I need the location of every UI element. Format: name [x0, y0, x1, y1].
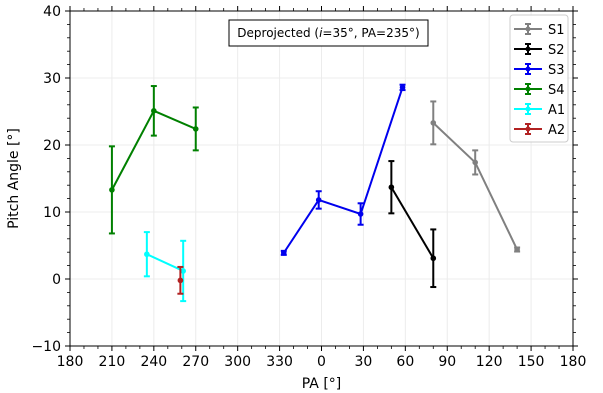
- series-a2: [177, 265, 184, 295]
- data-point-a1: [180, 268, 186, 274]
- legend-label-s1: S1: [548, 23, 565, 38]
- y-tick-label: 30: [43, 71, 61, 87]
- y-tick-label: 20: [43, 138, 61, 154]
- x-tick-label: 150: [518, 354, 545, 370]
- x-tick-label: 210: [99, 354, 126, 370]
- annotation-box: [228, 19, 429, 47]
- series-line-s2: [390, 186, 435, 259]
- grid: [70, 11, 573, 346]
- series-s3: [280, 83, 406, 256]
- x-axis-label: PA [°]: [302, 376, 342, 392]
- legend-marker-s3: [525, 66, 531, 72]
- annotation-text: Deprojected (i=35°, PA=235°): [237, 26, 419, 40]
- legend-item-s2: S2: [514, 43, 565, 58]
- legend-frame: [509, 14, 569, 143]
- x-tick-label: 180: [57, 354, 84, 370]
- x-tick-label: 60: [396, 354, 414, 370]
- legend-marker-a1: [525, 106, 531, 112]
- legend-label-s4: S4: [548, 83, 565, 98]
- legend-label-a2: A2: [548, 123, 565, 138]
- data-point-s3: [315, 197, 322, 203]
- deprojection-annotation: Deprojected (i=35°, PA=235°): [228, 19, 429, 47]
- x-tick-label: 0: [317, 354, 326, 370]
- x-tick-label: 120: [476, 354, 503, 370]
- legend-label-s3: S3: [548, 63, 565, 78]
- series-layer: [108, 83, 521, 303]
- x-tick-label: 180: [560, 354, 587, 370]
- data-point-s1: [430, 120, 437, 126]
- data-point-s2: [430, 255, 437, 262]
- x-tick-label: 30: [355, 354, 373, 370]
- data-point-s3: [280, 250, 287, 256]
- y-axis-label: Pitch Angle [°]: [6, 128, 22, 229]
- x-tick-label: 270: [182, 354, 209, 370]
- series-s1: [430, 100, 521, 253]
- x-tick-label: 300: [224, 354, 251, 370]
- data-point-s4: [109, 187, 115, 193]
- legend-marker-s2: [525, 46, 531, 52]
- y-tick-label: −10: [31, 339, 61, 355]
- x-tick-label: 90: [438, 354, 456, 370]
- series-s4: [108, 85, 199, 235]
- legend-label-s2: S2: [548, 43, 565, 58]
- legend-label-a1: A1: [548, 103, 565, 118]
- legend-item-a1: A1: [514, 103, 565, 118]
- legend-marker-s1: [525, 26, 531, 32]
- legend-item-s1: S1: [514, 23, 565, 38]
- series-a1: [143, 231, 187, 303]
- y-tick-label: 0: [52, 272, 61, 288]
- data-point-s1: [472, 159, 478, 166]
- data-point-a2: [177, 277, 184, 284]
- legend-item-s3: S3: [514, 63, 565, 78]
- legend-item-a2: A2: [514, 123, 565, 138]
- y-tick-label: 10: [43, 205, 61, 221]
- data-point-s2: [388, 184, 395, 191]
- y-tick-label: 40: [43, 4, 61, 20]
- data-point-s4: [151, 108, 157, 114]
- legend-item-s4: S4: [514, 83, 565, 98]
- legend-marker-s4: [525, 86, 531, 92]
- plot-frame: [69, 10, 574, 347]
- legend-marker-a2: [525, 126, 531, 132]
- series-line-s3: [282, 87, 404, 254]
- legend: S1 S2 S3 S4 A1 A2: [509, 14, 569, 143]
- data-point-s3: [399, 84, 406, 91]
- series-line-a1: [146, 253, 184, 272]
- major-ticks: [65, 6, 578, 351]
- data-point-s1: [514, 246, 520, 253]
- x-tick-label: 330: [266, 354, 293, 370]
- data-point-a1: [144, 251, 150, 258]
- data-point-s4: [192, 126, 199, 132]
- data-point-s3: [357, 211, 364, 217]
- x-tick-label: 240: [140, 354, 167, 370]
- series-s2: [388, 160, 437, 289]
